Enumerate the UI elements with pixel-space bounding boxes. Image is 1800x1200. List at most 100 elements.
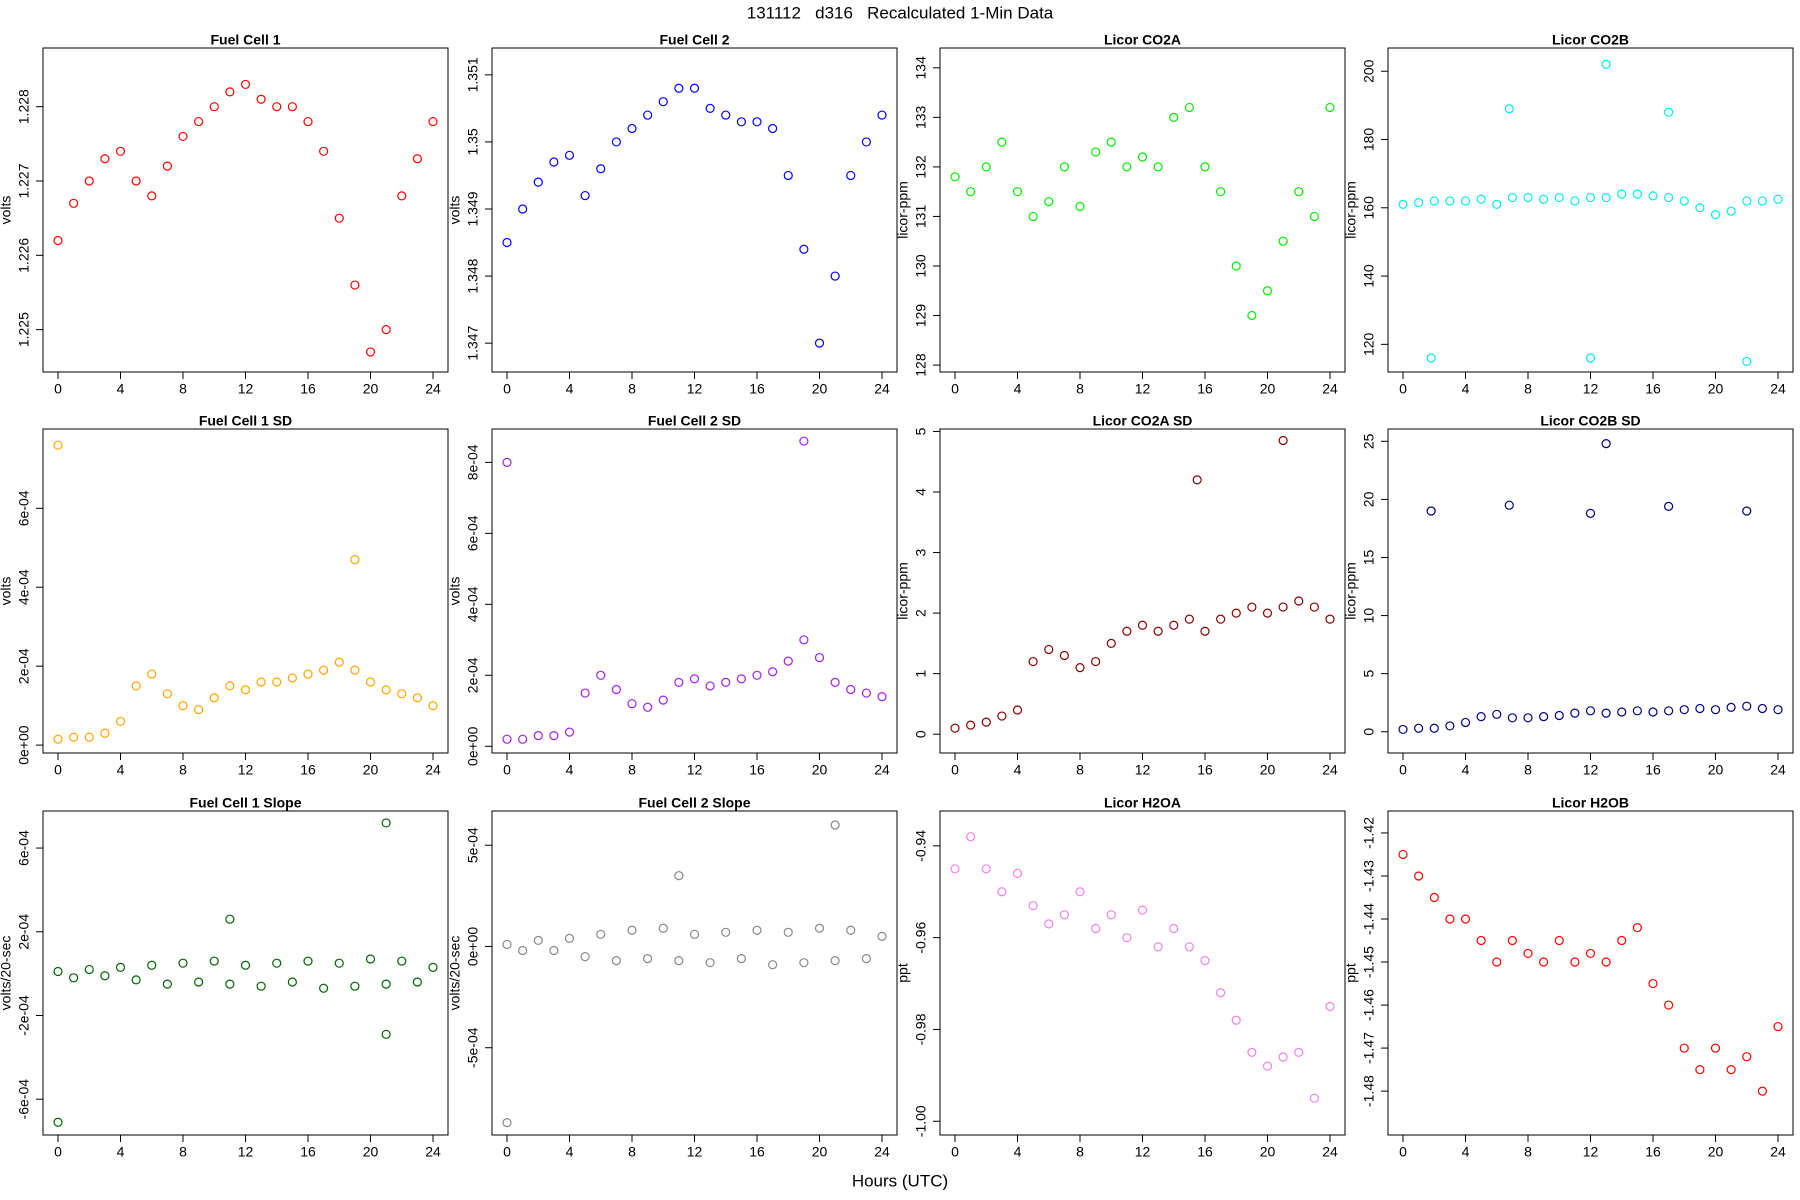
x-tick-label: 20 (1260, 381, 1276, 397)
point (1414, 198, 1424, 208)
panel-title: Licor CO2A (1104, 32, 1181, 48)
point (147, 191, 157, 201)
point (580, 951, 590, 962)
point (689, 929, 700, 939)
point (1028, 211, 1038, 222)
point (643, 110, 653, 120)
x-tick-label: 20 (812, 1144, 828, 1160)
point (814, 923, 825, 933)
x-tick-label: 16 (1197, 762, 1213, 778)
point (966, 720, 976, 730)
point (1539, 957, 1549, 967)
point (861, 688, 871, 698)
point (256, 94, 266, 104)
point (69, 732, 79, 742)
point (1075, 663, 1085, 673)
point (1122, 626, 1132, 636)
x-tick-label: 4 (117, 762, 125, 778)
x-tick-label: 8 (179, 381, 187, 397)
point (1554, 710, 1564, 721)
point (272, 102, 282, 112)
point (365, 347, 376, 357)
y-tick-label: 5e-04 (465, 827, 481, 863)
point (1554, 192, 1564, 203)
point (287, 673, 297, 683)
point (381, 325, 391, 335)
point (1585, 192, 1596, 203)
point (397, 191, 407, 201)
point (736, 674, 746, 684)
plot-frame (491, 810, 898, 1136)
point (502, 237, 512, 248)
x-tick-label: 4 (1014, 381, 1022, 397)
y-tick-label: 0e+00 (16, 725, 32, 765)
point (627, 699, 637, 709)
y-tick-label: 4 (913, 488, 929, 496)
point (1262, 1061, 1273, 1071)
point (1398, 724, 1408, 735)
y-tick-label: -5e-04 (465, 1027, 481, 1068)
point (131, 975, 141, 985)
point (752, 670, 762, 680)
point (689, 674, 700, 684)
point (1262, 286, 1273, 296)
point (1231, 608, 1241, 618)
y-tick-label: 8e-04 (465, 444, 481, 480)
point (768, 667, 778, 677)
y-tick-label: -1.48 (1361, 1075, 1377, 1107)
point (1773, 705, 1783, 715)
point (814, 338, 825, 348)
panel-title: Fuel Cell 1 SD (199, 413, 292, 429)
point (596, 929, 606, 939)
y-tick-label: 0e+00 (465, 927, 481, 967)
x-tick-label: 24 (1770, 762, 1786, 778)
point (1059, 162, 1069, 172)
point (1476, 712, 1486, 722)
y-tick-label: -1.00 (913, 1105, 929, 1137)
y-tick-label: 2e-04 (465, 657, 481, 693)
point (319, 983, 329, 993)
x-tick-label: 12 (687, 381, 703, 397)
point (1028, 656, 1038, 667)
point (1169, 923, 1179, 934)
point (1617, 935, 1627, 946)
point (518, 734, 528, 744)
point (162, 979, 172, 989)
y-axis-label: licor-ppm (1343, 181, 1359, 239)
y-tick-label: -6e-04 (16, 1079, 32, 1120)
point (518, 945, 528, 956)
y-tick-label: 0 (913, 730, 929, 738)
point (1247, 602, 1257, 612)
point (1216, 988, 1226, 998)
x-tick-label: 16 (1197, 1144, 1213, 1160)
point (1757, 196, 1767, 206)
point (1757, 1086, 1767, 1096)
point (1325, 102, 1335, 113)
point (1554, 935, 1564, 946)
x-tick-label: 24 (1770, 1144, 1786, 1160)
point (1585, 353, 1596, 363)
point (381, 818, 391, 828)
point (689, 83, 700, 93)
point (256, 981, 266, 991)
point (1044, 196, 1054, 207)
point (1028, 900, 1038, 911)
point (580, 190, 590, 201)
y-axis-label: volts (0, 577, 14, 606)
point (1492, 199, 1502, 209)
point (53, 966, 63, 977)
point (1278, 435, 1288, 446)
point (1445, 914, 1455, 924)
point (1507, 713, 1517, 723)
y-axis-label: volts/20-sec (447, 936, 463, 1011)
point (1106, 638, 1116, 648)
point (1726, 1064, 1736, 1075)
x-tick-label: 8 (179, 1144, 187, 1160)
point (240, 79, 251, 90)
y-tick-label: 2e-04 (16, 914, 32, 950)
x-tick-label: 16 (749, 381, 765, 397)
point (1137, 152, 1148, 162)
point (1153, 162, 1163, 172)
x-tick-label: 8 (628, 381, 636, 397)
point (303, 669, 313, 679)
